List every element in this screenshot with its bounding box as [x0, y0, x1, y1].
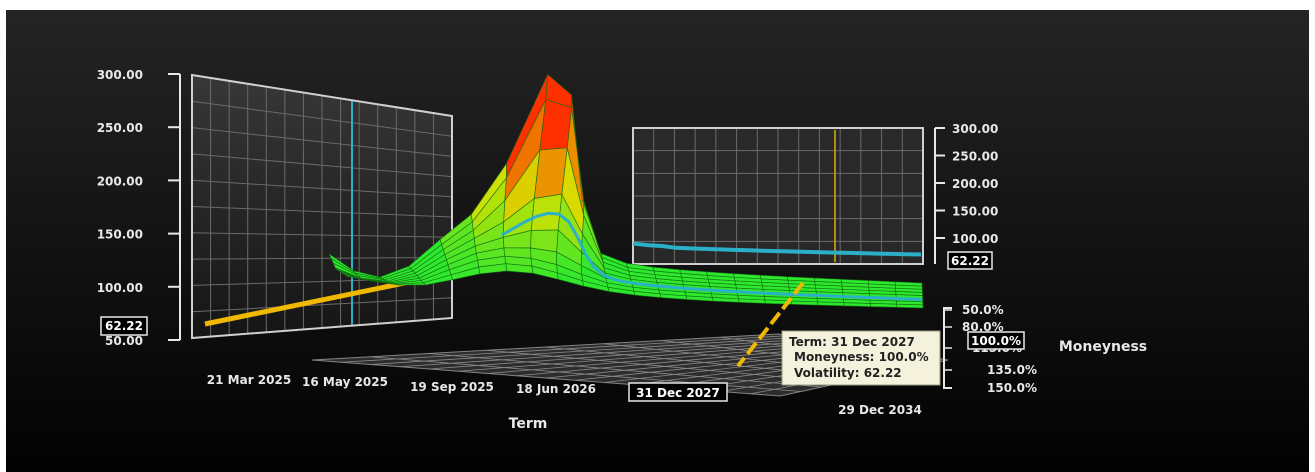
moneyness-tick-label: 50.0% [962, 303, 1004, 317]
term-axis-title: Term [509, 416, 548, 432]
right-y-tick-label: 200.00 [952, 177, 998, 191]
left-current-value-box: 62.22 [100, 316, 148, 336]
moneyness-tick-label: 80.0% [962, 320, 1004, 334]
left-grid-line [191, 100, 453, 137]
right-y-tick-label: 250.00 [952, 150, 998, 164]
right-panel-grid [633, 128, 923, 264]
term-tick-label: 19 Sep 2025 [410, 380, 494, 394]
left-y-tick-label: 100.00 [97, 281, 143, 295]
moneyness-tick-label: 135.0% [987, 363, 1037, 377]
term-crosshair-line [736, 281, 805, 368]
moneyness-axis: Moneyness 50.0%80.0%115.0%135.0%150.0%10… [943, 303, 1147, 395]
right-y-tick-label: 100.00 [952, 232, 998, 246]
left-grid-line [191, 153, 453, 178]
right-current-value-box: 62.22 [947, 251, 993, 270]
term-tick-label: 21 Mar 2025 [207, 373, 291, 387]
right-y-tick-label: 300.00 [952, 122, 998, 136]
moneyness-crosshair-line [501, 211, 923, 301]
left-y-tick-label: 150.00 [97, 228, 143, 242]
tooltip-volatility: Volatility: 62.22 [794, 366, 902, 380]
surface-patch [503, 247, 532, 259]
hover-tooltip: Term: 31 Dec 2027 Moneyness: 100.0% Vola… [781, 330, 941, 386]
term-tick-label: 29 Dec 2034 [838, 403, 922, 417]
floor-grid-line [370, 356, 802, 392]
right-current-value: 62.22 [951, 254, 989, 268]
surface-patch [539, 98, 572, 151]
moneyness-selected-box [967, 331, 1025, 350]
surface-patch [533, 147, 568, 199]
tooltip-moneyness: Moneyness: 100.0% [794, 350, 929, 364]
surface-patch [545, 73, 572, 108]
tooltip-term: Term: 31 Dec 2027 [789, 335, 915, 349]
moneyness-tick-label-selected: 100.0% [971, 334, 1021, 348]
left-grid-line [191, 179, 453, 198]
left-panel-grid [191, 77, 453, 337]
right-moneyness-slice-line [632, 241, 922, 257]
surface-patch [530, 229, 559, 253]
term-tick-label: 16 May 2025 [302, 375, 388, 389]
left-y-tick-label: 200.00 [97, 174, 143, 188]
term-axis: Term 21 Mar 2025 16 May 2025 19 Sep 2025 18… [207, 373, 922, 432]
left-grid-line [191, 206, 453, 218]
right-slice-panel: 300.00 250.00 200.00 150.00 100.00 62.22 [632, 122, 998, 270]
left-grid-line [191, 232, 453, 238]
left-grid-line [191, 297, 453, 313]
right-y-tick-label: 150.00 [952, 205, 998, 219]
left-y-tick-label: 50.00 [105, 334, 143, 348]
left-y-tick-label: 300.00 [97, 68, 143, 82]
left-panel-frame [191, 73, 453, 340]
moneyness-tick-label: 150.0% [987, 381, 1037, 395]
right-panel-frame [632, 127, 924, 265]
term-selected-box [628, 382, 728, 402]
left-y-tick-label: 250.00 [97, 121, 143, 135]
moneyness-axis-title: Moneyness [1059, 339, 1147, 355]
left-grid-line [191, 256, 453, 260]
term-tick-label: 18 Jun 2026 [516, 382, 596, 396]
floor-grid-line [428, 353, 823, 388]
left-current-value: 62.22 [105, 319, 143, 333]
right-y-axis: 300.00 250.00 200.00 150.00 100.00 [934, 122, 998, 264]
left-grid-line [191, 127, 453, 157]
left-slice-panel: 300.00 250.00 200.00 150.00 100.00 50.00 62.2… [97, 68, 459, 348]
left-y-axis: 300.00 250.00 200.00 150.00 100.00 50.00 [97, 68, 181, 348]
term-tick-label-selected: 31 Dec 2027 [636, 386, 720, 400]
